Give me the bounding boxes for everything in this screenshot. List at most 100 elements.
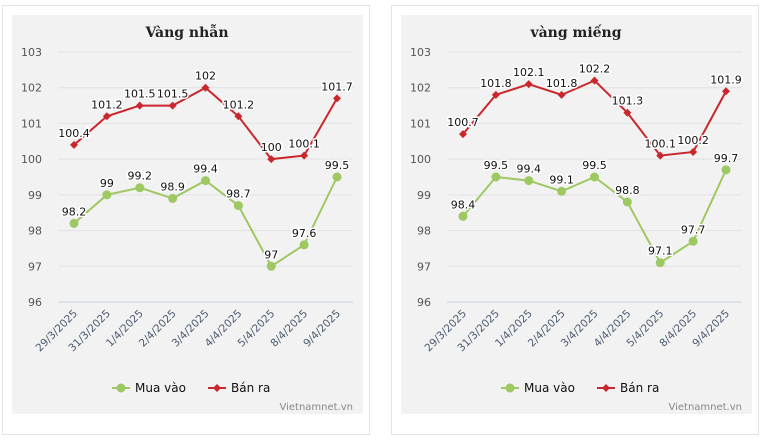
data-point bbox=[458, 211, 468, 221]
chart-area: vàng miếng 96 97 98 99 100 101 102 103 29/3/2025 3… bbox=[401, 15, 752, 414]
legend-marker bbox=[116, 383, 126, 393]
data-label: 98.9 bbox=[160, 180, 185, 193]
y-tick-label: 98 bbox=[28, 225, 42, 238]
data-label: 99.4 bbox=[517, 163, 542, 176]
data-point bbox=[491, 172, 501, 182]
data-label: 101.5 bbox=[157, 88, 189, 101]
y-tick-label: 103 bbox=[410, 46, 431, 59]
data-point bbox=[721, 165, 731, 175]
data-label: 98.7 bbox=[226, 188, 251, 201]
data-label: 99.1 bbox=[549, 173, 574, 186]
data-label: 98.2 bbox=[62, 205, 87, 218]
chart-panel-vang-mieng: vàng miếng 96 97 98 99 100 101 102 103 29/3/2025 3… bbox=[391, 5, 759, 435]
data-point bbox=[623, 108, 632, 117]
y-tick-label: 103 bbox=[21, 46, 42, 59]
data-label: 99.5 bbox=[325, 159, 350, 172]
y-tick-label: 100 bbox=[410, 153, 431, 166]
y-tick-label: 99 bbox=[417, 189, 431, 202]
data-label: 98.8 bbox=[615, 184, 640, 197]
data-point bbox=[168, 193, 178, 203]
data-label: 101.5 bbox=[124, 88, 156, 101]
data-point bbox=[557, 186, 567, 196]
data-point bbox=[168, 101, 177, 110]
data-point bbox=[459, 130, 467, 139]
data-point bbox=[722, 87, 730, 96]
y-tick-label: 101 bbox=[21, 117, 42, 130]
data-point bbox=[656, 151, 665, 160]
data-point bbox=[102, 112, 111, 121]
data-point bbox=[590, 172, 599, 182]
data-label: 101.8 bbox=[480, 77, 512, 90]
data-point bbox=[655, 258, 665, 268]
data-label: 100.7 bbox=[447, 116, 479, 129]
chart-panel-vang-nhan: Vàng nhẫn 96 97 98 99 100 101 102 103 29/3/2025 31… bbox=[2, 5, 370, 435]
y-tick-label: 99 bbox=[28, 189, 42, 202]
data-point bbox=[69, 218, 79, 228]
data-label: 97.7 bbox=[681, 223, 706, 236]
data-point bbox=[590, 76, 599, 85]
data-point bbox=[201, 176, 210, 186]
legend-label: Bán ra bbox=[620, 381, 659, 395]
chart-title: Vàng nhẫn bbox=[144, 23, 228, 41]
data-point bbox=[266, 261, 276, 271]
data-point bbox=[688, 236, 698, 246]
series-line-mua-vao bbox=[73, 176, 338, 268]
data-label: 99.4 bbox=[193, 163, 218, 176]
y-tick-label: 96 bbox=[28, 296, 42, 309]
data-label: 101.8 bbox=[546, 77, 578, 90]
data-label: 99.5 bbox=[582, 159, 607, 172]
data-point bbox=[299, 240, 309, 250]
data-label: 101.2 bbox=[223, 98, 255, 111]
data-point bbox=[234, 112, 243, 121]
legend-marker bbox=[505, 383, 515, 393]
data-point bbox=[300, 151, 309, 160]
y-tick-label: 100 bbox=[21, 153, 42, 166]
data-label: 99 bbox=[100, 177, 114, 190]
line-chart-vang-mieng: vàng miếng9697989910010110210329/3/20253… bbox=[410, 23, 743, 413]
data-label: 99.7 bbox=[714, 152, 739, 165]
y-tick-label: 97 bbox=[28, 260, 42, 273]
y-tick-label: 96 bbox=[417, 296, 431, 309]
data-point bbox=[491, 90, 500, 99]
legend-marker bbox=[213, 384, 221, 392]
data-label: 100.4 bbox=[58, 127, 90, 140]
data-label: 97.6 bbox=[292, 227, 317, 240]
data-label: 97.1 bbox=[648, 245, 673, 258]
data-point bbox=[267, 155, 276, 164]
data-label: 98.4 bbox=[451, 198, 476, 211]
data-point bbox=[135, 183, 145, 193]
data-label: 97 bbox=[264, 248, 278, 261]
data-label: 100.2 bbox=[677, 134, 709, 147]
legend-label: Mua vào bbox=[524, 381, 575, 395]
y-tick-label: 97 bbox=[417, 260, 431, 273]
data-label: 101.3 bbox=[612, 95, 644, 108]
series-line-mua-vao bbox=[462, 169, 727, 265]
chart-title: vàng miếng bbox=[529, 23, 621, 41]
data-point bbox=[557, 90, 566, 99]
data-point bbox=[332, 172, 342, 182]
data-point bbox=[524, 80, 533, 89]
y-tick-label: 102 bbox=[21, 82, 42, 95]
data-label: 99.2 bbox=[128, 170, 153, 183]
legend-label: Bán ra bbox=[231, 381, 270, 395]
data-label: 100.1 bbox=[288, 138, 320, 151]
data-point bbox=[524, 176, 534, 186]
data-point bbox=[201, 83, 210, 92]
data-label: 102.2 bbox=[579, 63, 611, 76]
data-label: 99.5 bbox=[484, 159, 509, 172]
line-chart-vang-nhan: Vàng nhẫn9697989910010110210329/3/202531… bbox=[21, 23, 354, 413]
data-label: 100 bbox=[261, 141, 282, 154]
data-point bbox=[233, 201, 243, 211]
legend-label: Mua vào bbox=[135, 381, 186, 395]
data-label: 101.2 bbox=[91, 98, 123, 111]
data-point bbox=[622, 197, 632, 207]
data-point bbox=[135, 101, 144, 110]
data-label: 102 bbox=[195, 70, 216, 83]
y-tick-label: 101 bbox=[410, 117, 431, 130]
data-label: 101.9 bbox=[710, 73, 742, 86]
data-point bbox=[689, 148, 698, 156]
y-tick-label: 102 bbox=[410, 82, 431, 95]
data-label: 101.7 bbox=[321, 80, 353, 93]
legend-marker bbox=[602, 384, 610, 392]
chart-area: Vàng nhẫn 96 97 98 99 100 101 102 103 29/3/2025 31… bbox=[12, 15, 363, 414]
